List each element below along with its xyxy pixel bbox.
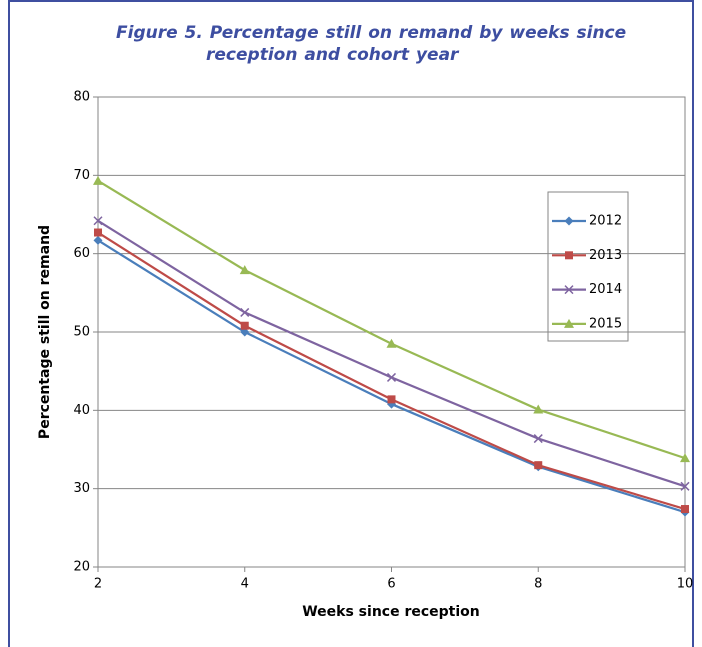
x-tick-label: 6: [387, 577, 395, 592]
legend-marker: [564, 216, 574, 226]
y-tick-label: 70: [73, 168, 90, 183]
y-tick-label: 30: [73, 481, 90, 496]
y-tick-label: 20: [73, 560, 90, 575]
legend: [547, 191, 629, 342]
marker: [93, 216, 103, 226]
y-tick-label: 60: [73, 246, 90, 261]
legend-label: 2014: [589, 282, 622, 297]
x-tick-label: 4: [241, 577, 249, 592]
y-axis-label: Percentage still on remand: [37, 225, 53, 439]
marker: [240, 307, 250, 317]
x-tick-label: 8: [534, 577, 542, 592]
marker: [239, 265, 250, 275]
marker: [93, 175, 103, 185]
marker: [681, 505, 689, 514]
legend-marker: [564, 285, 574, 295]
chart-title: Figure 5. Percentage still on remand by …: [116, 23, 627, 65]
legend-marker: [565, 251, 573, 260]
marker: [386, 338, 397, 348]
marker: [533, 434, 543, 444]
marker: [240, 321, 249, 330]
marker: [93, 235, 103, 245]
marker: [386, 372, 397, 382]
marker: [240, 327, 250, 337]
marker: [680, 481, 690, 491]
marker: [387, 395, 396, 404]
marker: [94, 228, 102, 237]
legend-label: 2012: [589, 214, 622, 229]
marker: [680, 453, 690, 463]
x-axis-label: Weeks since reception: [302, 604, 480, 620]
y-tick-label: 50: [73, 325, 90, 340]
legend-marker: [564, 318, 574, 328]
legend-label: 2015: [589, 316, 622, 331]
x-tick-label: 10: [677, 577, 694, 592]
x-tick-label: 2: [94, 577, 102, 592]
marker: [534, 461, 543, 470]
frame: [8, 0, 694, 647]
y-tick-label: 80: [73, 90, 90, 105]
legend-label: 2013: [589, 248, 622, 263]
marker: [533, 404, 544, 414]
y-tick-label: 40: [73, 403, 90, 418]
